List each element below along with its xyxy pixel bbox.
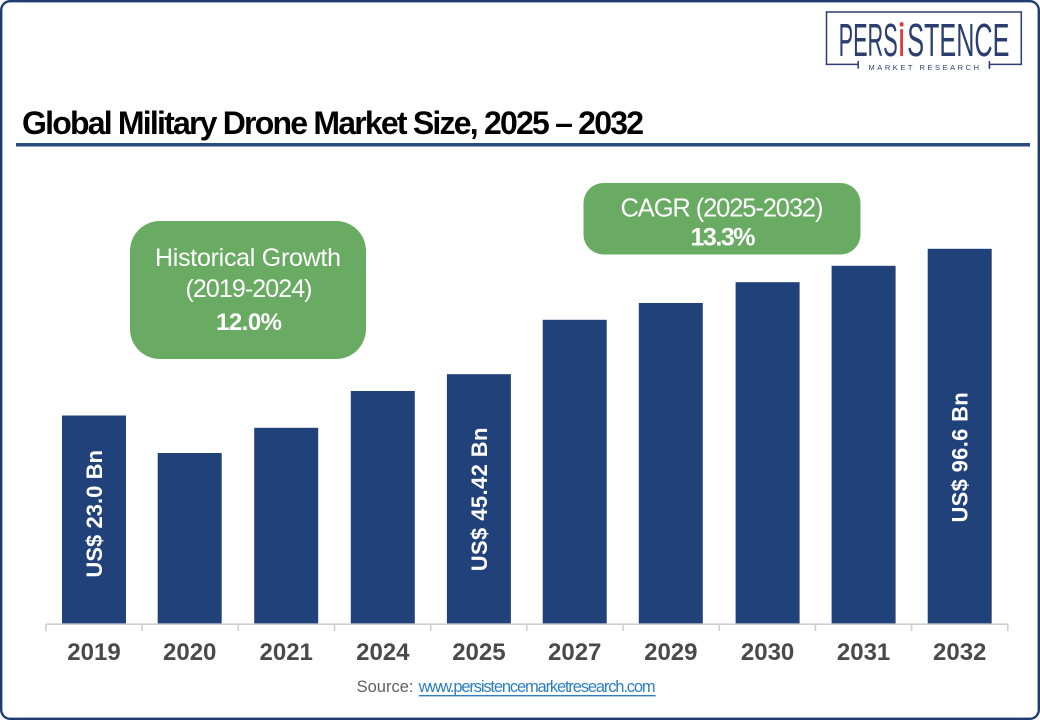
svg-text:(2019-2024): (2019-2024) bbox=[186, 275, 313, 303]
svg-text:Global Military Drone Market S: Global Military Drone Market Size, 2025 … bbox=[22, 105, 644, 141]
svg-text:2020: 2020 bbox=[163, 639, 216, 666]
svg-text:CAGR (2025-2032): CAGR (2025-2032) bbox=[621, 195, 824, 223]
svg-text:STENCE: STENCE bbox=[907, 14, 1009, 66]
svg-text:2025: 2025 bbox=[452, 639, 505, 666]
svg-text:2031: 2031 bbox=[837, 639, 890, 666]
svg-text:2024: 2024 bbox=[356, 639, 410, 666]
svg-text:2019: 2019 bbox=[67, 639, 120, 666]
svg-text:US$ 23.0 Bn: US$ 23.0 Bn bbox=[82, 450, 107, 578]
svg-text:2030: 2030 bbox=[741, 639, 794, 666]
svg-text:US$ 45.42 Bn: US$ 45.42 Bn bbox=[467, 428, 492, 572]
svg-text:Historical Growth: Historical Growth bbox=[155, 244, 341, 272]
svg-text:2027: 2027 bbox=[548, 639, 601, 666]
svg-text:2021: 2021 bbox=[260, 639, 313, 666]
svg-text:12.0%: 12.0% bbox=[216, 309, 282, 336]
svg-text:2032: 2032 bbox=[933, 639, 986, 666]
svg-text:2029: 2029 bbox=[644, 639, 697, 666]
svg-text:MARKET RESEARCH: MARKET RESEARCH bbox=[869, 63, 982, 72]
svg-text:www.persistencemarketresearch.: www.persistencemarketresearch.com bbox=[418, 678, 656, 696]
svg-text:PERS: PERS bbox=[839, 14, 898, 66]
svg-text:Source:: Source: bbox=[357, 678, 414, 696]
svg-text:US$ 96.6 Bn: US$ 96.6 Bn bbox=[948, 392, 973, 522]
svg-text:13.3%: 13.3% bbox=[691, 224, 756, 252]
